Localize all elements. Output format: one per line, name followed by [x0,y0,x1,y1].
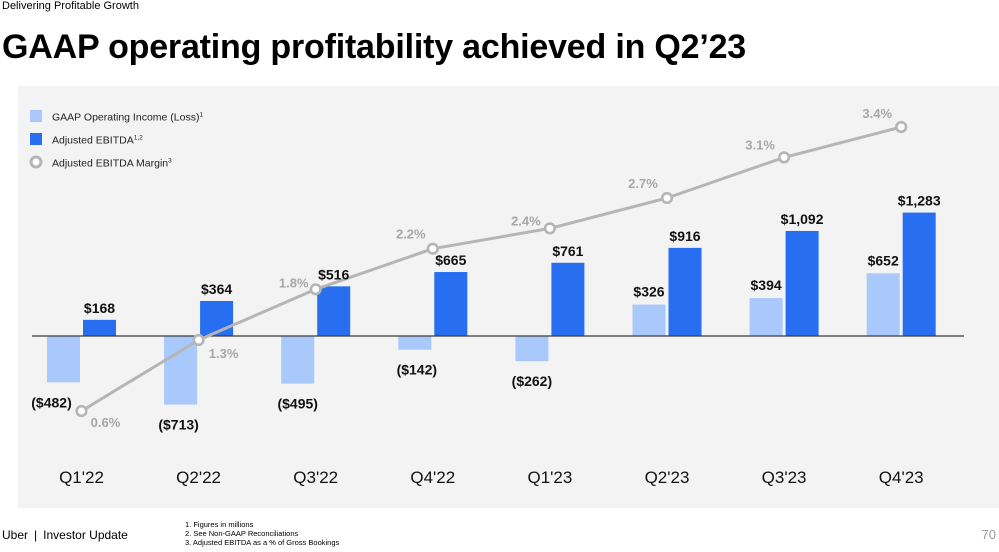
gaap-value-label: ($713) [158,417,198,433]
footnote: 3. Adjusted EBITDA as a % of Gross Booki… [185,538,340,547]
ebitda-value-label: $516 [318,266,349,282]
ebitda-value-label: $761 [552,243,583,259]
page-number: 70 [981,527,996,542]
footnote: 1. Figures in millions [185,520,254,529]
category-label: Q3'22 [293,468,338,487]
legend-margin-marker [29,155,43,169]
ebitda-value-label: $1,283 [898,193,941,209]
ebitda-value-label: $364 [201,281,232,297]
margin-point [426,242,439,255]
margin-point [895,120,908,134]
ebitda-bar [434,272,468,336]
margin-point [192,333,205,347]
ebitda-value-label: $916 [669,228,700,244]
gaap-bar [281,336,315,384]
brand-name: Uber [2,528,29,542]
gaap-value-label: $394 [751,277,782,293]
margin-value-label: 2.2% [396,227,426,242]
gaap-bar [398,336,432,350]
legend-margin-label: Adjusted EBITDA Margin3 [52,158,172,170]
ebitda-bar [668,247,702,336]
category-label: Q4'22 [410,468,455,487]
legend-ebitda-label: Adjusted EBITDA1,2 [52,135,143,147]
margin-value-label: 3.4% [862,106,892,121]
category-label: Q3'23 [762,468,807,487]
legend-gaap-label: GAAP Operating Income (Loss)1 [52,112,203,124]
ebitda-value-label: $665 [435,252,466,268]
margin-value-label: 2.7% [628,176,658,191]
ebitda-bar [83,319,116,336]
margin-value-label: 2.4% [511,213,541,228]
gaap-bar [749,298,783,336]
margin-point [543,222,557,235]
page-title: GAAP operating profitability achieved in… [2,28,747,66]
margin-value-label: 1.8% [279,275,309,290]
category-label: Q2'23 [645,468,690,487]
gaap-value-label: ($142) [397,362,437,378]
margin-line [80,125,902,413]
ebitda-value-label: $1,092 [781,211,824,227]
eyebrow-text: Delivering Profitable Growth [2,0,139,12]
margin-value-label: 0.6% [91,415,121,430]
footnote: 2. See Non-GAAP Reconciliations [185,529,299,538]
gaap-bar [515,336,549,362]
category-label: Q1'23 [527,468,572,487]
gaap-bar [47,336,80,383]
category-label: Q2'22 [176,468,221,487]
ebitda-bar [317,286,351,336]
ebitda-bar [551,262,585,336]
ebitda-bar [902,212,936,336]
margin-value-label: 3.1% [745,137,775,152]
footnotes: 1. Figures in millions 2. See Non-GAAP R… [185,520,339,547]
ebitda-bar [200,300,234,336]
chart: GAAP Operating Income (Loss)1 Adjusted EB… [29,106,964,487]
margin-point [660,191,674,205]
gaap-bar [866,273,900,336]
category-label: Q1'22 [59,468,104,487]
footer-brand: Uber | Investor Update [2,528,128,542]
chart-panel: GAAP Operating Income (Loss)1 Adjusted EB… [18,86,999,508]
gaap-bar [632,304,666,336]
margin-point [75,404,88,418]
gaap-value-label: $652 [868,252,899,268]
gaap-bar [164,336,198,405]
gaap-value-label: $326 [633,284,664,300]
ebitda-value-label: $168 [84,300,115,316]
margin-point [777,151,791,164]
gaap-value-label: ($262) [512,373,552,389]
legend-gaap-swatch [30,110,42,122]
gaap-value-label: ($495) [277,396,317,412]
margin-point [309,283,322,296]
footer-separator: | [34,528,38,542]
ebitda-bar [785,230,819,336]
category-label: Q4'23 [879,468,924,487]
margin-value-label: 1.3% [209,346,239,361]
footer-section: Investor Update [43,528,128,542]
gaap-value-label: ($482) [31,394,71,410]
legend-ebitda-swatch [30,133,42,145]
